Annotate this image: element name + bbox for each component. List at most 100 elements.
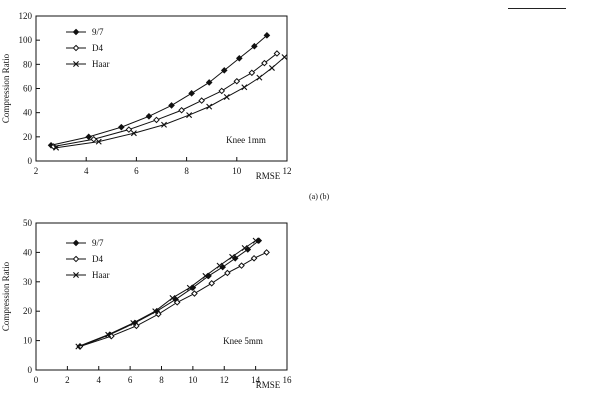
data-point (216, 262, 223, 269)
data-point (75, 343, 82, 350)
data-point (224, 269, 231, 277)
legend-marker (72, 28, 80, 36)
legend-marker (72, 44, 80, 52)
x-tick-label: 2 (34, 166, 39, 176)
data-point (251, 42, 258, 50)
legend-label: 9/7 (92, 238, 104, 248)
y-tick-label: 120 (19, 11, 33, 21)
data-point (238, 262, 245, 269)
data-point (281, 54, 288, 61)
data-point (223, 93, 230, 100)
data-point (219, 263, 226, 271)
y-axis-label: Compression Ratio (1, 53, 11, 123)
y-tick-label: 20 (23, 306, 33, 316)
data-point (188, 90, 195, 97)
data-point (186, 284, 193, 291)
data-point (252, 237, 259, 244)
legend-marker (72, 239, 80, 247)
data-point (105, 331, 112, 338)
x-tick-label: 8 (159, 375, 164, 385)
x-tick-label: 2 (65, 375, 70, 385)
data-point (205, 79, 213, 86)
chart-panel-2: 0 2 4 6 8 10 12 14 16 0 10 20 30 40 50 RMSE Compression … (1, 218, 292, 390)
data-point (107, 332, 115, 340)
data-point (206, 103, 213, 110)
series-line-D4 (53, 53, 278, 147)
y-tick-label: 40 (23, 247, 33, 257)
y-tick-label: 100 (19, 35, 33, 45)
data-point (191, 290, 198, 297)
series-line-Haar (78, 240, 256, 347)
x-tick-label: 14 (251, 375, 261, 385)
data-point (145, 112, 153, 120)
figure-caption: (a) (b) (309, 192, 330, 201)
y-tick-label: 0 (28, 156, 33, 166)
data-point (90, 135, 98, 143)
y-tick-label: 60 (23, 84, 33, 94)
x-axis-label: RMSE (256, 380, 281, 390)
data-point (244, 246, 252, 253)
legend-label: D4 (92, 254, 103, 264)
x-tick-label: 6 (128, 375, 133, 385)
legend-marker (73, 61, 79, 67)
chart-annotation: Knee 1mm (226, 135, 266, 145)
data-point (168, 102, 175, 109)
data-point (130, 319, 137, 326)
x-tick-label: 10 (232, 166, 242, 176)
legend-marker (72, 255, 80, 263)
legend-label: D4 (92, 43, 103, 53)
x-tick-label: 16 (283, 375, 293, 385)
data-point (95, 138, 102, 145)
y-tick-label: 0 (28, 365, 33, 375)
x-tick-label: 8 (184, 166, 189, 176)
data-point (125, 126, 133, 133)
x-tick-label: 6 (134, 166, 139, 176)
legend-label: Haar (92, 59, 110, 69)
data-point (118, 123, 125, 131)
legend-label: 9/7 (92, 27, 104, 37)
series-line-9/7 (50, 34, 268, 146)
data-point (248, 69, 256, 77)
data-point (231, 254, 239, 262)
data-point (202, 272, 209, 279)
data-point (250, 254, 258, 262)
legend-marker (73, 272, 79, 278)
y-tick-label: 20 (23, 132, 33, 142)
data-point (220, 67, 228, 74)
chart-annotation: Knee 5mm (223, 336, 263, 346)
data-point (153, 116, 160, 124)
data-point (229, 253, 236, 260)
y-tick-label: 10 (23, 336, 33, 346)
data-point (198, 97, 205, 104)
x-tick-label: 4 (97, 375, 102, 385)
data-point (263, 32, 271, 39)
data-point (169, 294, 176, 301)
data-point (241, 245, 248, 251)
y-tick-label: 50 (23, 218, 33, 228)
divider-line (508, 8, 566, 9)
y-tick-label: 80 (23, 59, 33, 69)
x-tick-label: 12 (220, 375, 229, 385)
data-point (50, 143, 57, 150)
data-point (186, 112, 193, 119)
data-point (152, 308, 159, 315)
x-tick-label: 10 (188, 375, 198, 385)
data-point (236, 54, 243, 62)
data-point (161, 121, 167, 128)
x-tick-label: 12 (283, 166, 292, 176)
data-point (85, 133, 93, 141)
data-point (268, 64, 275, 71)
legend-label: Haar (92, 270, 110, 280)
y-axis-label: Compression Ratio (1, 261, 11, 331)
x-tick-label: 0 (34, 375, 39, 385)
data-point (173, 299, 181, 306)
data-point (218, 87, 226, 95)
data-point (178, 106, 185, 114)
x-tick-label: 4 (84, 166, 89, 176)
data-point (208, 279, 216, 287)
data-point (261, 59, 268, 67)
data-point (263, 249, 270, 256)
data-point (130, 130, 137, 137)
